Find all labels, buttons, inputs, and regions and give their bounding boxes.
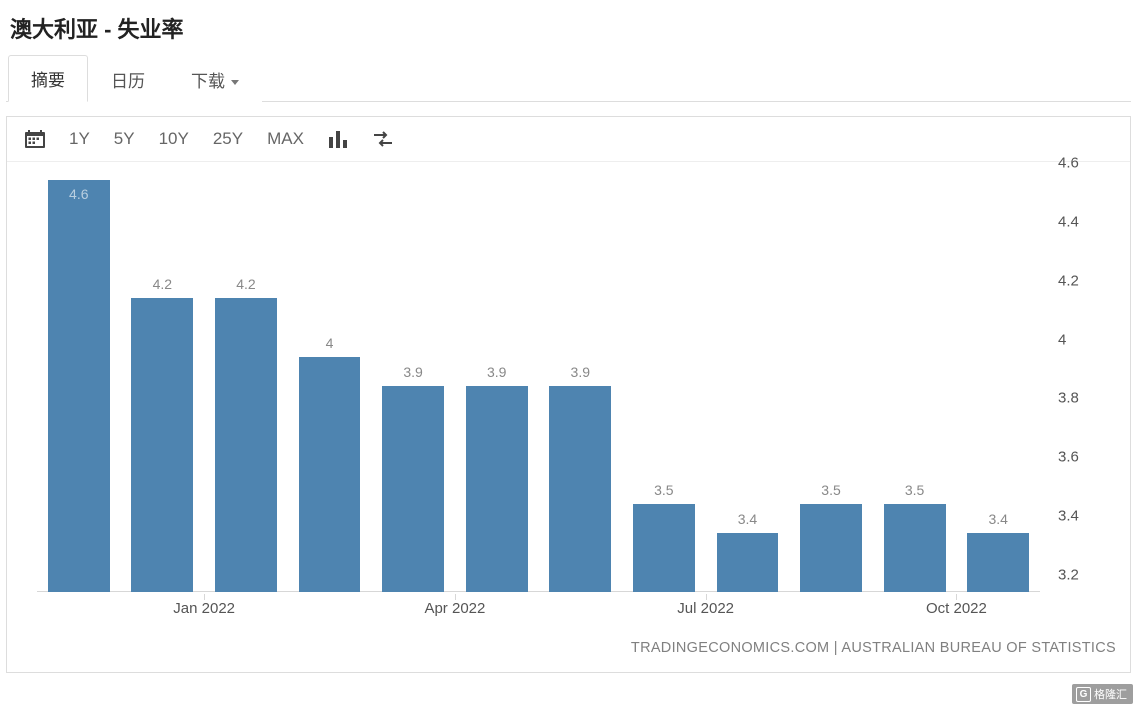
bar-0[interactable]: 4.6	[48, 180, 110, 592]
bar-5[interactable]: 3.9	[466, 386, 528, 592]
x-axis: Jan 2022 Apr 2022 Jul 2022 Oct 2022	[37, 594, 1040, 618]
bar-chart-icon[interactable]	[328, 130, 348, 148]
x-label: Jul 2022	[677, 600, 734, 617]
range-10Y[interactable]: 10Y	[159, 129, 189, 149]
page-title: 澳大利亚 - 失业率	[6, 6, 1131, 54]
range-buttons: 1Y 5Y 10Y 25Y MAX	[69, 129, 304, 149]
source-attribution: TRADINGECONOMICS.COM | AUSTRALIAN BUREAU…	[631, 640, 1116, 656]
bar-label-4: 3.9	[382, 364, 444, 380]
bar-label-5: 3.9	[466, 364, 528, 380]
range-MAX[interactable]: MAX	[267, 129, 304, 149]
bar-1[interactable]: 4.2	[131, 298, 193, 592]
calendar-icon[interactable]	[25, 130, 45, 148]
bar-6[interactable]: 3.9	[549, 386, 611, 592]
y-tick: 4	[1058, 331, 1118, 348]
watermark-logo-icon: G	[1076, 687, 1091, 702]
bar-11[interactable]: 3.4	[967, 533, 1029, 592]
compare-icon[interactable]	[372, 130, 394, 148]
bar-label-11: 3.4	[967, 511, 1029, 527]
bar-10[interactable]: 3.5	[884, 504, 946, 592]
range-5Y[interactable]: 5Y	[114, 129, 135, 149]
chart-card: 1Y5Y10Y25YMAX 4.64.24.243.	[6, 116, 1131, 673]
y-tick: 3.2	[1058, 567, 1118, 584]
y-tick: 4.4	[1058, 213, 1118, 230]
y-tick: 4.2	[1058, 272, 1118, 289]
range-25Y[interactable]: 25Y	[213, 129, 243, 149]
bar-3[interactable]: 4	[299, 357, 361, 592]
bar-label-1: 4.2	[131, 276, 193, 292]
bar-label-8: 3.4	[717, 511, 779, 527]
tab-0[interactable]: 摘要	[8, 55, 88, 102]
range-1Y[interactable]: 1Y	[69, 129, 90, 149]
y-tick: 3.8	[1058, 390, 1118, 407]
x-label: Apr 2022	[424, 600, 485, 617]
watermark: G 格隆汇	[1072, 684, 1133, 704]
bar-label-10: 3.5	[884, 482, 946, 498]
y-tick: 3.6	[1058, 449, 1118, 466]
bar-label-2: 4.2	[215, 276, 277, 292]
tabs-row: 摘要日历下载	[6, 54, 1131, 102]
chart-toolbar: 1Y 5Y 10Y 25Y MAX	[7, 117, 1130, 162]
x-label: Jan 2022	[173, 600, 235, 617]
bar-9[interactable]: 3.5	[800, 504, 862, 592]
y-tick: 3.4	[1058, 508, 1118, 525]
y-axis: 3.23.43.63.844.24.44.6	[1048, 180, 1118, 592]
chart-area: 4.6 4.2 4.2 4 3.9 3.9 3.9 3.5 3.4 3.5 3.5 3.4 3.2 3.…	[7, 162, 1130, 672]
tab-1[interactable]: 日历	[88, 56, 168, 102]
bar-label-3: 4	[299, 335, 361, 351]
y-tick: 4.6	[1058, 155, 1118, 172]
watermark-text: 格隆汇	[1094, 686, 1127, 702]
bar-label-9: 3.5	[800, 482, 862, 498]
plot-region: 4.6 4.2 4.2 4 3.9 3.9 3.9 3.5 3.4 3.5 3.5 3.4	[37, 180, 1040, 592]
chevron-down-icon	[231, 80, 239, 85]
tab-2[interactable]: 下载	[168, 56, 262, 102]
x-label: Oct 2022	[926, 600, 987, 617]
bar-label-0: 4.6	[48, 186, 110, 202]
bar-7[interactable]: 3.5	[633, 504, 695, 592]
bar-4[interactable]: 3.9	[382, 386, 444, 592]
bar-label-6: 3.9	[549, 364, 611, 380]
bar-2[interactable]: 4.2	[215, 298, 277, 592]
bar-8[interactable]: 3.4	[717, 533, 779, 592]
bar-label-7: 3.5	[633, 482, 695, 498]
page-root: 澳大利亚 - 失业率 摘要日历下载 1Y 5Y 10Y 25Y MAX	[0, 0, 1137, 708]
